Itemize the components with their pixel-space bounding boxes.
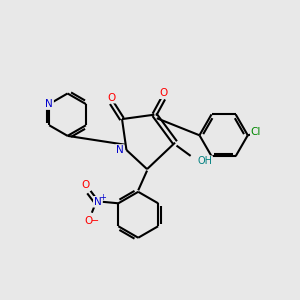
Text: N: N: [45, 99, 53, 109]
Text: N: N: [94, 197, 102, 207]
Text: OH: OH: [197, 156, 212, 166]
Text: O: O: [108, 93, 116, 103]
Text: Cl: Cl: [251, 127, 261, 137]
Text: O: O: [159, 88, 167, 98]
Text: −: −: [91, 216, 99, 226]
Text: N: N: [116, 145, 124, 155]
Text: O: O: [82, 180, 90, 190]
Text: +: +: [99, 193, 106, 202]
Text: O: O: [85, 216, 93, 226]
